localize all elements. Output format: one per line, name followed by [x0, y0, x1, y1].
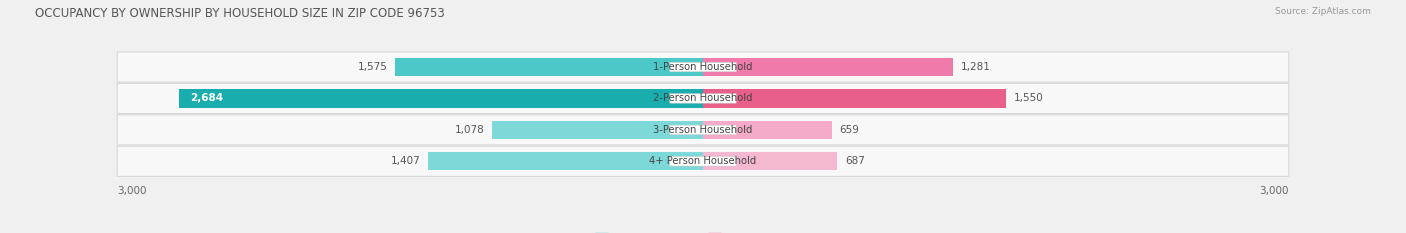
Text: 1,281: 1,281 [960, 62, 991, 72]
Bar [703, 121, 832, 139]
Bar [395, 58, 703, 76]
Text: 2,684: 2,684 [191, 93, 224, 103]
Text: 3-Person Household: 3-Person Household [654, 125, 752, 135]
Text: 3,000: 3,000 [117, 186, 146, 196]
Bar [492, 121, 703, 139]
FancyBboxPatch shape [669, 94, 737, 103]
Bar [179, 89, 703, 108]
FancyBboxPatch shape [669, 157, 737, 166]
Bar [703, 152, 837, 170]
FancyBboxPatch shape [117, 83, 1289, 113]
Legend: Owner-occupied, Renter-occupied: Owner-occupied, Renter-occupied [591, 229, 815, 233]
FancyBboxPatch shape [669, 62, 737, 72]
Text: 1,078: 1,078 [456, 125, 485, 135]
Text: 1,575: 1,575 [357, 62, 388, 72]
Bar [703, 58, 953, 76]
Bar [703, 89, 1005, 108]
Text: OCCUPANCY BY OWNERSHIP BY HOUSEHOLD SIZE IN ZIP CODE 96753: OCCUPANCY BY OWNERSHIP BY HOUSEHOLD SIZE… [35, 7, 444, 20]
Text: 3,000: 3,000 [1260, 186, 1289, 196]
Text: 687: 687 [845, 156, 865, 166]
FancyBboxPatch shape [117, 52, 1289, 82]
FancyBboxPatch shape [117, 146, 1289, 176]
Text: Source: ZipAtlas.com: Source: ZipAtlas.com [1275, 7, 1371, 16]
Bar [429, 152, 703, 170]
Text: 4+ Person Household: 4+ Person Household [650, 156, 756, 166]
FancyBboxPatch shape [117, 115, 1289, 145]
Text: 659: 659 [839, 125, 859, 135]
FancyBboxPatch shape [669, 125, 737, 135]
Text: 1,407: 1,407 [391, 156, 420, 166]
Text: 1-Person Household: 1-Person Household [654, 62, 752, 72]
Text: 2-Person Household: 2-Person Household [654, 93, 752, 103]
Text: 1,550: 1,550 [1014, 93, 1043, 103]
